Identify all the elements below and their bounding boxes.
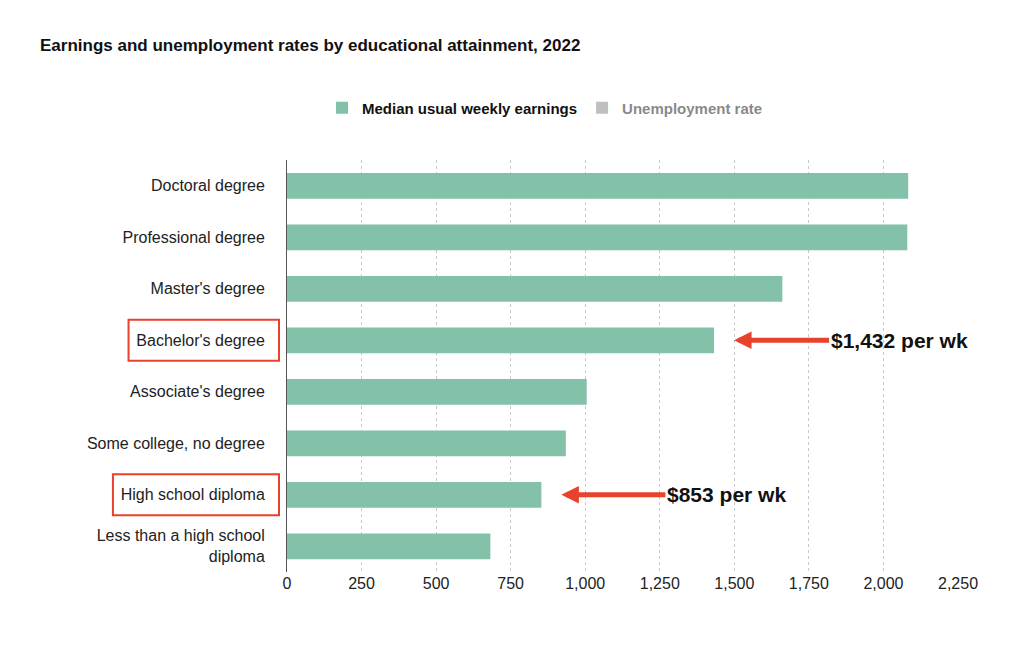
svg-text:High school diploma: High school diploma bbox=[121, 486, 265, 503]
svg-text:1,250: 1,250 bbox=[640, 575, 680, 592]
svg-text:$1,432 per wk: $1,432 per wk bbox=[831, 329, 968, 352]
svg-text:Doctoral degree: Doctoral degree bbox=[151, 177, 265, 194]
svg-text:1,500: 1,500 bbox=[714, 575, 754, 592]
svg-text:1,000: 1,000 bbox=[565, 575, 605, 592]
svg-text:Associate's degree: Associate's degree bbox=[130, 383, 265, 400]
svg-text:Less than a high schooldiploma: Less than a high schooldiploma bbox=[97, 527, 265, 565]
svg-text:$853 per wk: $853 per wk bbox=[667, 483, 786, 506]
svg-text:Master's degree: Master's degree bbox=[151, 280, 265, 297]
svg-text:Professional degree: Professional degree bbox=[122, 229, 264, 246]
svg-text:750: 750 bbox=[497, 575, 524, 592]
svg-text:Unemployment rate: Unemployment rate bbox=[622, 100, 762, 117]
svg-text:250: 250 bbox=[348, 575, 375, 592]
svg-text:Some college, no degree: Some college, no degree bbox=[87, 435, 265, 452]
svg-text:Bachelor's degree: Bachelor's degree bbox=[136, 332, 265, 349]
svg-text:1,750: 1,750 bbox=[789, 575, 829, 592]
svg-text:500: 500 bbox=[423, 575, 450, 592]
svg-text:Earnings and unemployment rate: Earnings and unemployment rates by educa… bbox=[40, 36, 580, 55]
svg-text:0: 0 bbox=[283, 575, 292, 592]
svg-text:Median usual weekly earnings: Median usual weekly earnings bbox=[362, 100, 577, 117]
svg-text:2,000: 2,000 bbox=[863, 575, 903, 592]
svg-text:2,250: 2,250 bbox=[938, 575, 978, 592]
